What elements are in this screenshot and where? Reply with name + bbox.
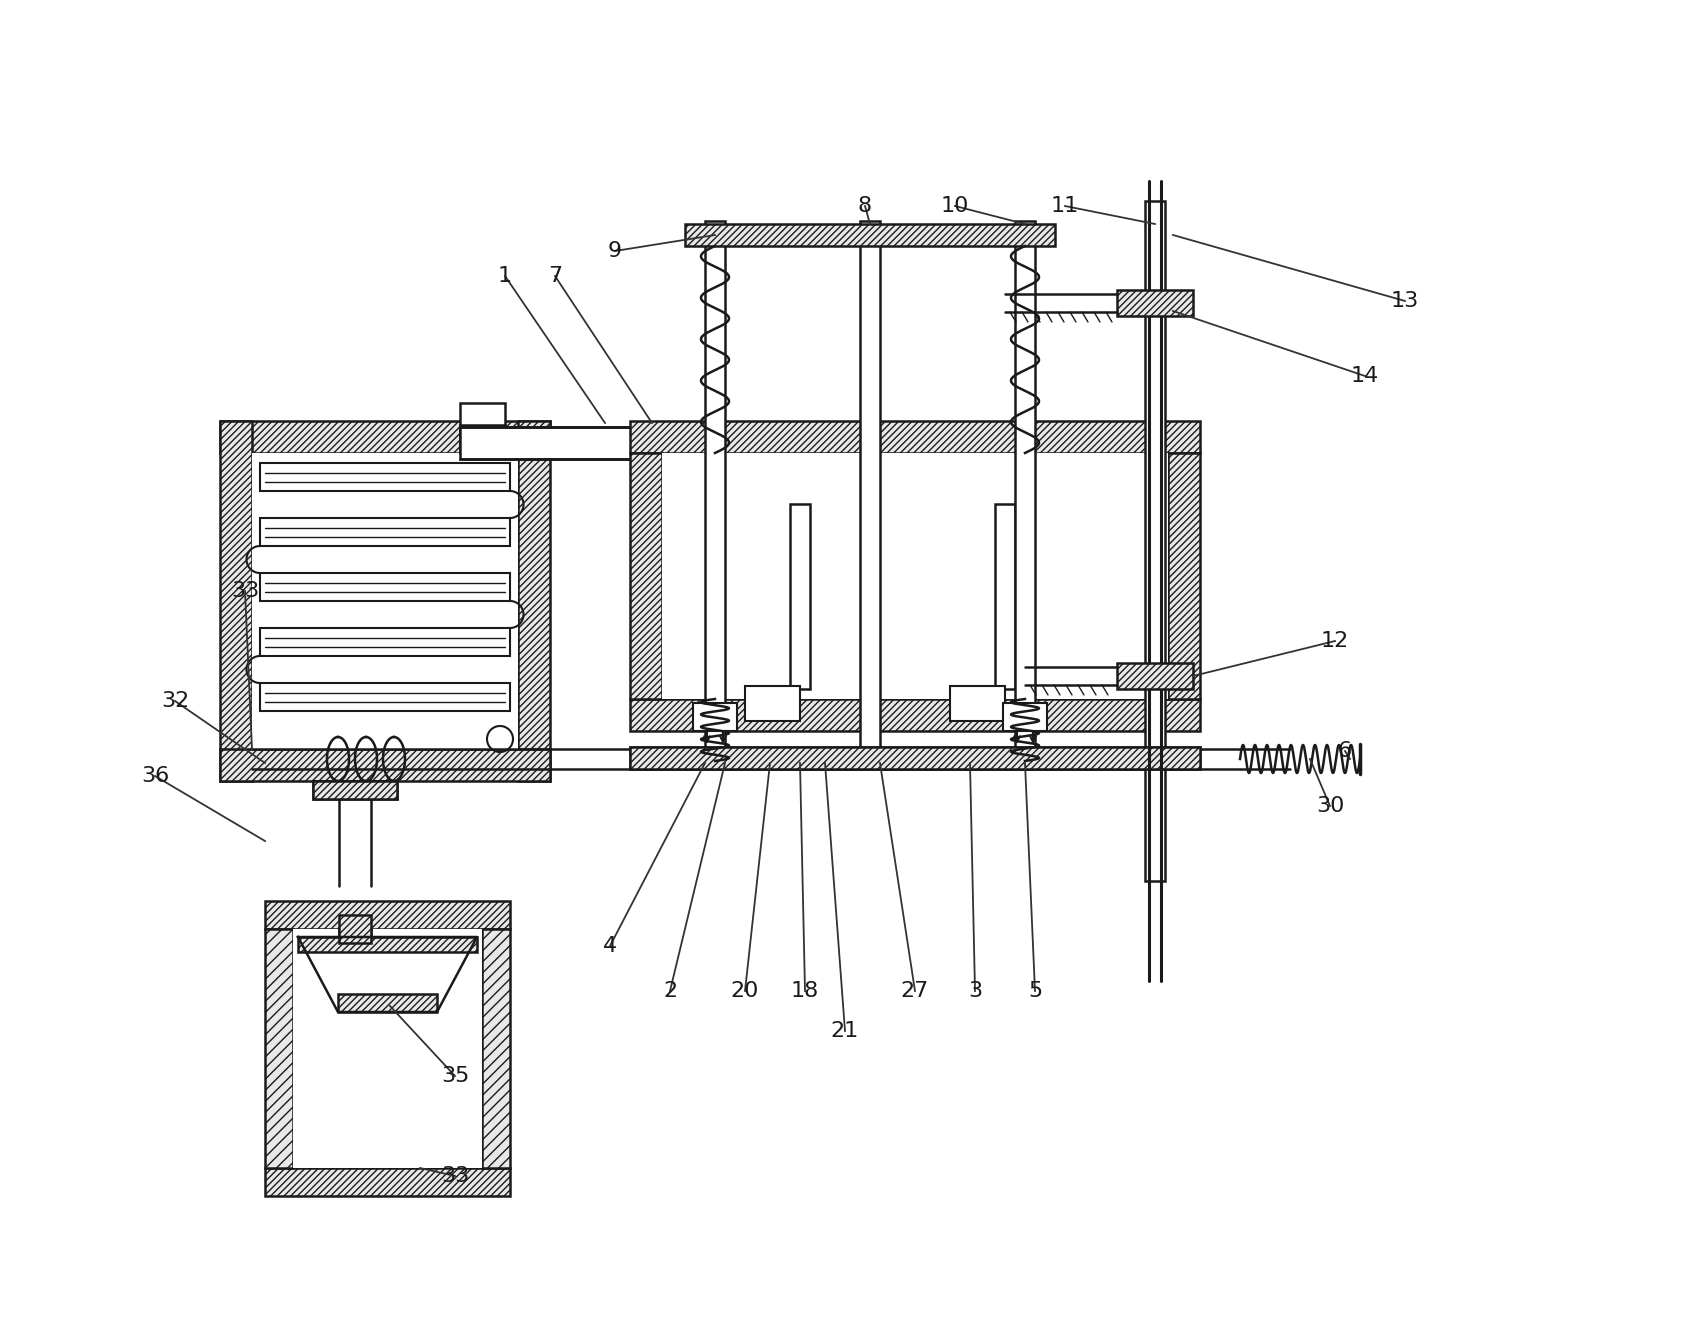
Text: 20: 20 bbox=[731, 981, 758, 1001]
Bar bbox=[338, 914, 370, 942]
Text: 30: 30 bbox=[1314, 796, 1343, 816]
Bar bbox=[949, 685, 1004, 721]
Bar bbox=[265, 929, 294, 1169]
Text: 27: 27 bbox=[900, 981, 929, 1001]
Bar bbox=[685, 224, 1055, 246]
Bar bbox=[1014, 221, 1034, 761]
Text: 6: 6 bbox=[1337, 741, 1352, 761]
Bar bbox=[630, 747, 1200, 769]
Bar bbox=[693, 703, 736, 731]
Bar bbox=[259, 628, 510, 656]
Bar bbox=[294, 929, 481, 1169]
Text: 2: 2 bbox=[662, 981, 676, 1001]
Bar bbox=[338, 994, 437, 1012]
Text: 14: 14 bbox=[1350, 366, 1378, 386]
Text: 10: 10 bbox=[941, 196, 968, 216]
Bar bbox=[1002, 703, 1046, 731]
Text: 8: 8 bbox=[857, 196, 872, 216]
Bar bbox=[662, 453, 1168, 699]
Text: 1: 1 bbox=[498, 266, 512, 286]
Bar bbox=[860, 221, 879, 761]
Bar bbox=[995, 504, 1014, 689]
Text: 36: 36 bbox=[140, 767, 169, 787]
Bar bbox=[459, 425, 505, 453]
Bar bbox=[790, 504, 809, 689]
Text: 13: 13 bbox=[1389, 291, 1419, 311]
Text: 35: 35 bbox=[440, 1066, 469, 1086]
Text: 18: 18 bbox=[790, 981, 819, 1001]
Text: 3: 3 bbox=[968, 981, 982, 1001]
Bar bbox=[1168, 453, 1200, 699]
Bar bbox=[220, 421, 550, 453]
Bar bbox=[259, 463, 510, 491]
Text: 7: 7 bbox=[548, 266, 562, 286]
Bar bbox=[517, 421, 550, 781]
Bar bbox=[312, 781, 396, 799]
Bar bbox=[705, 221, 724, 761]
Bar bbox=[265, 901, 510, 929]
Bar bbox=[744, 685, 799, 721]
Text: 12: 12 bbox=[1320, 631, 1349, 651]
Text: 4: 4 bbox=[603, 936, 616, 956]
Bar bbox=[1116, 290, 1191, 315]
Bar bbox=[220, 749, 550, 781]
Bar bbox=[220, 421, 253, 781]
Bar bbox=[481, 929, 510, 1169]
Bar bbox=[1144, 201, 1164, 881]
Text: 33: 33 bbox=[230, 582, 259, 602]
Bar bbox=[253, 453, 517, 749]
Bar bbox=[265, 1169, 510, 1197]
Bar bbox=[338, 929, 370, 937]
Bar bbox=[630, 747, 1200, 769]
Bar bbox=[259, 574, 510, 602]
Bar bbox=[459, 427, 659, 459]
Bar bbox=[259, 518, 510, 546]
Text: 21: 21 bbox=[830, 1021, 859, 1041]
Text: 33: 33 bbox=[440, 1166, 469, 1186]
Bar bbox=[630, 421, 1200, 453]
Text: 9: 9 bbox=[608, 241, 621, 261]
Text: 5: 5 bbox=[1028, 981, 1041, 1001]
Bar bbox=[630, 699, 1200, 731]
Text: 32: 32 bbox=[160, 691, 189, 711]
Text: 11: 11 bbox=[1050, 196, 1079, 216]
Bar bbox=[312, 781, 396, 799]
Bar bbox=[1116, 663, 1191, 689]
Bar bbox=[459, 403, 505, 453]
Bar bbox=[297, 937, 476, 952]
Bar bbox=[630, 453, 662, 699]
Bar bbox=[259, 683, 510, 711]
